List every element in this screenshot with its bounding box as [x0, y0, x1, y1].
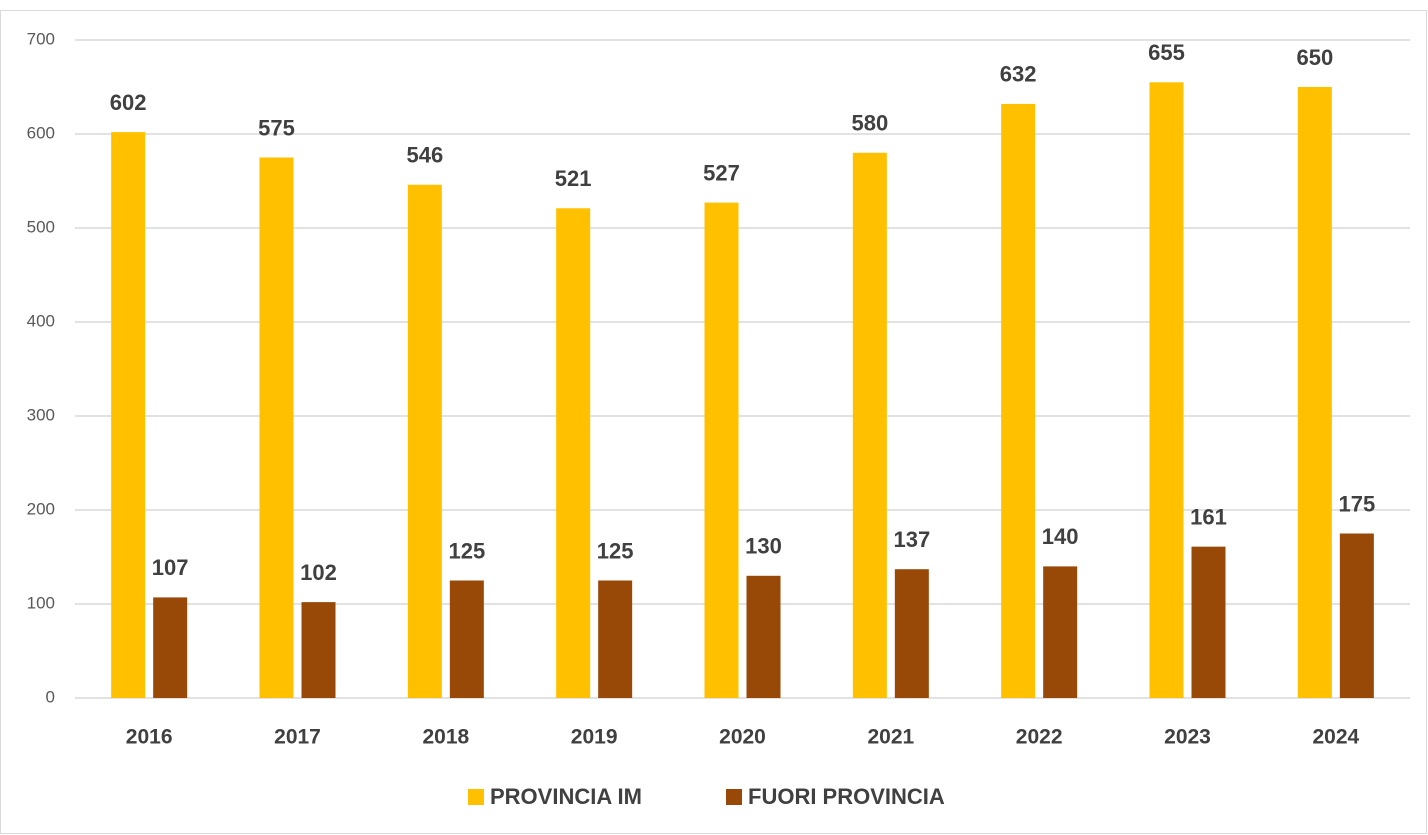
x-tick-label: 2018	[422, 726, 469, 749]
data-label: 175	[1338, 491, 1375, 516]
bar	[153, 597, 188, 698]
y-tick-label: 200	[27, 499, 55, 518]
data-label: 521	[555, 166, 592, 191]
legend-label: PROVINCIA IM	[490, 784, 642, 809]
bar	[1191, 546, 1226, 698]
y-tick-label: 600	[27, 123, 55, 142]
bar	[746, 575, 781, 698]
y-tick-label: 0	[46, 687, 55, 706]
x-tick-label: 2023	[1164, 726, 1211, 749]
bar	[259, 157, 294, 698]
data-label: 632	[1000, 62, 1037, 87]
data-label: 602	[110, 90, 147, 115]
legend-swatch	[468, 789, 484, 805]
bar	[1297, 87, 1332, 698]
bar	[1339, 533, 1374, 698]
data-label: 137	[893, 527, 930, 552]
bar	[1043, 566, 1078, 698]
data-label: 575	[258, 115, 295, 140]
legend-label: FUORI PROVINCIA	[748, 784, 945, 809]
bar	[1001, 103, 1036, 699]
x-tick-label: 2016	[126, 726, 173, 749]
bar	[111, 132, 146, 698]
bar	[301, 602, 336, 698]
y-tick-label: 100	[27, 593, 55, 612]
x-tick-label: 2017	[274, 726, 321, 749]
y-tick-label: 400	[27, 311, 55, 330]
y-tick-label: 700	[27, 29, 55, 48]
data-label: 161	[1190, 504, 1227, 529]
data-label: 650	[1296, 45, 1333, 70]
data-label: 527	[703, 160, 740, 185]
bar	[556, 208, 591, 698]
bar	[894, 569, 929, 698]
data-label: 546	[406, 143, 443, 168]
y-tick-label: 300	[27, 405, 55, 424]
data-label: 125	[597, 538, 634, 563]
bar	[598, 580, 633, 698]
x-tick-label: 2020	[719, 726, 766, 749]
data-label: 107	[152, 555, 189, 580]
x-tick-label: 2021	[867, 726, 914, 749]
data-label: 102	[300, 560, 337, 585]
data-label: 655	[1148, 40, 1185, 65]
bar	[1149, 82, 1184, 699]
x-tick-label: 2022	[1016, 726, 1063, 749]
x-tick-label: 2019	[571, 726, 618, 749]
bar	[449, 580, 484, 698]
bar	[407, 184, 442, 698]
y-tick-label: 500	[27, 217, 55, 236]
x-tick-label: 2024	[1312, 726, 1359, 749]
legend-swatch	[726, 789, 742, 805]
data-label: 580	[851, 111, 888, 136]
data-label: 125	[448, 538, 485, 563]
data-label: 140	[1042, 524, 1079, 549]
bar	[852, 152, 887, 699]
bar	[704, 202, 739, 698]
data-label: 130	[745, 534, 782, 559]
